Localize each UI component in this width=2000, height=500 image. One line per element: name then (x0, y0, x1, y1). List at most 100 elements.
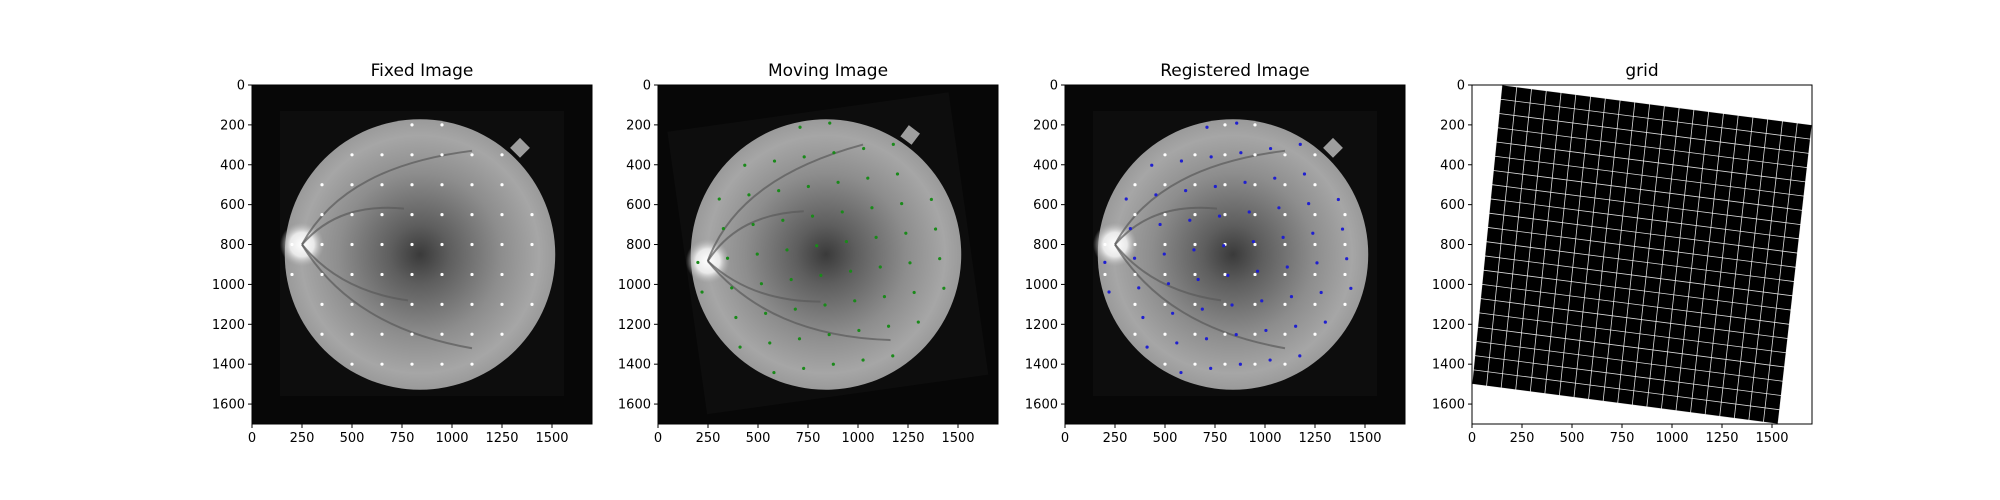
landmark-dot (1163, 362, 1167, 366)
grid-line-horizontal (1491, 184, 1801, 225)
grid-line-vertical (1704, 115, 1739, 415)
landmark-dot (440, 242, 444, 247)
landmark-dot (290, 272, 294, 277)
landmark-dot (1133, 332, 1137, 336)
landmark-dot (380, 153, 384, 157)
landmark-dot (1343, 213, 1347, 217)
landmark-dot (772, 370, 776, 375)
y-tick-label: 1400 (1432, 358, 1465, 373)
grid-line-horizontal (1489, 212, 1798, 254)
landmark-dot (440, 302, 444, 306)
landmark-dot (350, 362, 354, 366)
landmark-dot (1343, 242, 1347, 247)
panel-moving-image: Moving Image 0 250 500 750 1000 1250 1500 0 200 4… (618, 61, 999, 447)
grid-line-vertical (1661, 109, 1695, 409)
x-tick-label: 1250 (1705, 431, 1738, 446)
panel-title-moving: Moving Image (768, 61, 888, 81)
axes-frame (657, 84, 999, 425)
landmark-dot-warped (1230, 303, 1234, 307)
x-tick-label: 500 (1153, 431, 1178, 446)
landmark-dot-warped (1273, 176, 1277, 180)
landmark-dot (768, 341, 772, 345)
landmark-dot-warped (1213, 184, 1217, 189)
landmark-dot (470, 272, 474, 277)
fundus-group (280, 110, 564, 397)
y-tick-label: 400 (1033, 158, 1058, 173)
landmark-dot-warped (1150, 163, 1154, 167)
landmark-dot (410, 123, 414, 127)
retina-notch (900, 125, 920, 145)
landmark-dot (1193, 362, 1197, 366)
x-tick-label: 250 (1103, 431, 1128, 446)
landmark-dot (530, 302, 534, 306)
y-tick-label: 600 (1440, 198, 1465, 213)
axes-frame (251, 84, 593, 425)
y-tick-label: 800 (1033, 238, 1058, 253)
landmark-dot (290, 242, 294, 247)
landmark-dot (530, 213, 534, 217)
landmark-dot-warped (1235, 121, 1239, 125)
landmark-dot (470, 362, 474, 366)
landmark-dot (1223, 362, 1227, 366)
landmark-dot (1223, 272, 1227, 277)
y-tick-label: 600 (1033, 198, 1058, 213)
landmark-dot (320, 332, 324, 336)
landmark-dot (1283, 153, 1287, 157)
panel-title-registered: Registered Image (1160, 61, 1310, 81)
landmark-dot-warped (1175, 341, 1179, 345)
axis-ticks: 0 250 500 750 1000 1250 1500 0 200 400 600 800 1000 1… (618, 79, 975, 447)
y-tick-label: 200 (220, 118, 245, 133)
landmark-dot (470, 242, 474, 247)
landmark-dot (874, 235, 878, 239)
landmark-dot (1193, 183, 1197, 187)
landmark-dot (1193, 302, 1197, 306)
landmark-dot (470, 183, 474, 187)
landmark-dot (823, 303, 827, 307)
grid-line-horizontal (1497, 127, 1808, 169)
grid-line-vertical (1486, 86, 1518, 387)
x-tick-label: 1000 (435, 431, 468, 446)
landmark-dot (844, 239, 848, 244)
x-tick-label: 1000 (1248, 431, 1281, 446)
landmark-dot (1313, 213, 1317, 217)
landmark-dot (848, 269, 853, 273)
landmark-dot-warped (1268, 146, 1273, 151)
landmark-dot (1193, 242, 1197, 247)
landmark-dot (912, 290, 916, 295)
landmark-dot (696, 260, 700, 265)
landmark-dot (350, 332, 354, 336)
landmark-dot (933, 227, 938, 231)
landmark-dot-warped (1234, 332, 1238, 337)
landmark-dot-warped (1226, 273, 1230, 277)
landmark-dot (806, 184, 810, 189)
landmark-dot (410, 272, 414, 277)
landmark-dot-warped (1158, 222, 1162, 227)
landmark-dot (410, 332, 414, 336)
y-tick-label: 400 (626, 158, 651, 173)
axis-ticks: 0 250 500 750 1000 1250 1500 0 200 400 600 800 1000 1… (212, 79, 569, 447)
x-tick-label: 1500 (1348, 431, 1381, 446)
fundus-image (1093, 110, 1377, 397)
landmark-dot-warped (1196, 277, 1200, 282)
landmark-dot (380, 302, 384, 306)
landmark-dot-warped (1128, 227, 1132, 231)
landmark-dot (410, 213, 414, 217)
landmark-dot-warped (1251, 239, 1255, 244)
landmark-dot (819, 273, 823, 277)
y-tick-label: 1400 (212, 358, 245, 373)
landmark-dot (942, 286, 946, 290)
grid-line-vertical (1733, 119, 1769, 419)
landmark-dot-warped (1247, 210, 1251, 214)
landmark-dot (798, 125, 802, 129)
landmark-dot-warped (1238, 362, 1242, 366)
blood-vessel (301, 149, 473, 246)
landmark-dot (832, 151, 836, 155)
landmark-dot (827, 333, 831, 337)
panel-title-grid: grid (1625, 61, 1658, 81)
landmark-dot (350, 153, 354, 157)
blood-vessel (706, 143, 864, 262)
landmark-dot (755, 252, 759, 256)
y-tick-label: 1000 (1432, 278, 1465, 293)
landmark-dot-warped (1205, 125, 1209, 129)
landmark-dot (1283, 213, 1287, 217)
